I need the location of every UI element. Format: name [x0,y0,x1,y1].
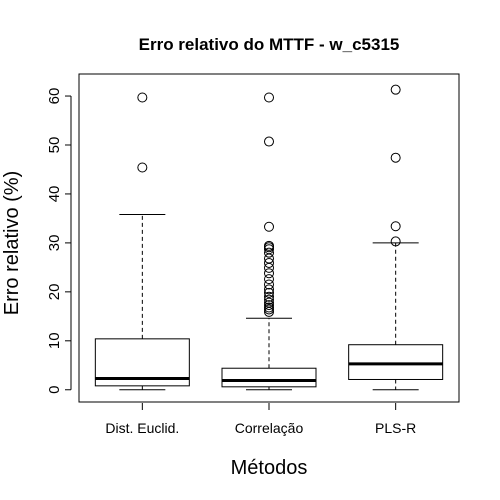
y-axis-title: Erro relativo (%) [1,171,23,315]
y-tick-label: 10 [46,332,63,349]
outlier-point [264,136,274,147]
y-tick-label: 40 [46,186,63,203]
outlier-point [390,152,401,163]
x-tick-label: Correlação [235,420,304,436]
y-tick-label: 60 [46,88,63,105]
x-tick-label: Dist. Euclid. [105,420,179,436]
outlier-point [264,287,274,298]
outlier-point [137,92,148,103]
outlier-point [264,294,274,305]
outlier-point [264,240,274,251]
x-tick-label: PLS-R [375,420,416,436]
outlier-point [264,284,274,295]
outlier-point [390,84,401,95]
outlier-point [390,236,401,247]
plot-area: 0 10 20 30 40 50 60 Dist. Euclid. Correlação PLS-… [46,73,460,436]
outlier-point [264,274,274,285]
outlier-point [264,291,274,302]
plot-frame [78,73,460,403]
outlier-point [264,247,274,258]
iqr-box [348,344,444,380]
outlier-point [264,279,274,290]
outlier-point [264,300,274,311]
outlier-point [264,302,274,313]
y-tick-label: 0 [46,386,63,394]
y-tick-label: 50 [46,137,63,154]
outlier-point [264,92,274,103]
outlier-point [264,268,274,279]
outlier-point [264,297,274,308]
x-axis-title: Métodos [231,457,308,479]
y-tick-label: 20 [46,284,63,301]
outlier-point [264,257,274,268]
iqr-box [221,367,317,388]
y-tick-label: 30 [46,235,63,252]
outlier-point [390,221,401,232]
outlier-point [264,221,274,232]
chart-title: Erro relativo do MTTF - w_c5315 [139,35,400,54]
outlier-point [137,162,148,173]
